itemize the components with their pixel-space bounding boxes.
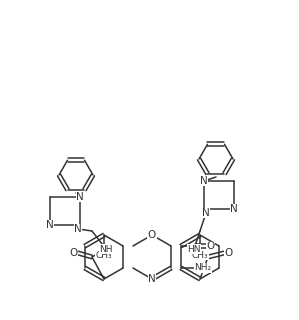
Text: NH: NH [99,244,113,253]
Text: CH₃: CH₃ [96,251,112,260]
Text: O: O [69,248,77,258]
Text: HN: HN [187,244,201,253]
Text: N: N [230,204,238,214]
Text: N: N [200,176,208,186]
Text: N: N [202,208,210,218]
Text: N: N [74,224,82,234]
Text: N: N [148,274,156,284]
Text: CH₃: CH₃ [192,251,208,260]
Text: O: O [225,248,233,258]
Text: NH₂: NH₂ [194,263,211,273]
Text: O: O [148,230,156,240]
Text: N: N [46,220,54,230]
Text: N: N [76,192,84,202]
Text: O: O [207,241,215,251]
